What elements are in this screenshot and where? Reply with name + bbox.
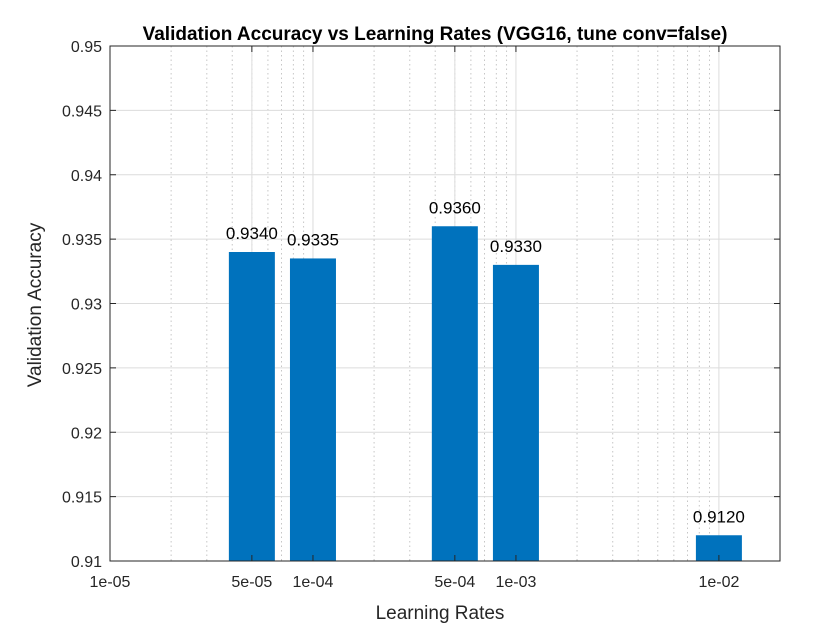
y-tick-labels: 0.91 0.915 0.92 0.925 0.93 0.935 0.94 0.945 0.95 — [62, 39, 102, 571]
bar-value-label: 0.9120 — [693, 507, 745, 526]
x-tick-label: 5e-05 — [231, 574, 272, 591]
y-tick-label: 0.935 — [62, 232, 102, 249]
bar-value-label: 0.9330 — [490, 237, 542, 256]
bar — [289, 258, 336, 561]
bar — [431, 226, 478, 561]
x-tick-labels: 1e-05 5e-05 1e-04 5e-04 1e-03 1e-02 — [90, 574, 740, 591]
x-tick-label: 1e-02 — [698, 574, 739, 591]
x-tick-label: 1e-04 — [293, 574, 334, 591]
bars — [228, 226, 742, 561]
y-tick-label: 0.925 — [62, 361, 102, 378]
x-tick-label: 5e-04 — [434, 574, 475, 591]
y-tick-label: 0.945 — [62, 103, 102, 120]
x-tick-label: 1e-05 — [90, 574, 131, 591]
bar-value-label: 0.9335 — [287, 230, 339, 249]
axes — [109, 45, 781, 562]
y-tick-label: 0.915 — [62, 490, 102, 507]
y-axis-label: Validation Accuracy — [25, 222, 46, 387]
bar — [228, 252, 275, 561]
x-tick-label: 1e-03 — [495, 574, 536, 591]
x-axis-label: Learning Rates — [376, 603, 505, 624]
y-tick-label: 0.91 — [71, 554, 102, 571]
bar-value-label: 0.9340 — [226, 224, 278, 243]
y-tick-label: 0.93 — [71, 297, 102, 314]
chart-title: Validation Accuracy vs Learning Rates (V… — [143, 24, 728, 45]
bar — [492, 264, 539, 561]
y-tick-label: 0.92 — [71, 425, 102, 442]
bar-value-label: 0.9360 — [429, 198, 481, 217]
y-tick-label: 0.95 — [71, 39, 102, 56]
data-labels: 0.9340 0.9335 0.9360 0.9330 0.9120 — [226, 198, 745, 526]
y-tick-label: 0.94 — [71, 168, 102, 185]
